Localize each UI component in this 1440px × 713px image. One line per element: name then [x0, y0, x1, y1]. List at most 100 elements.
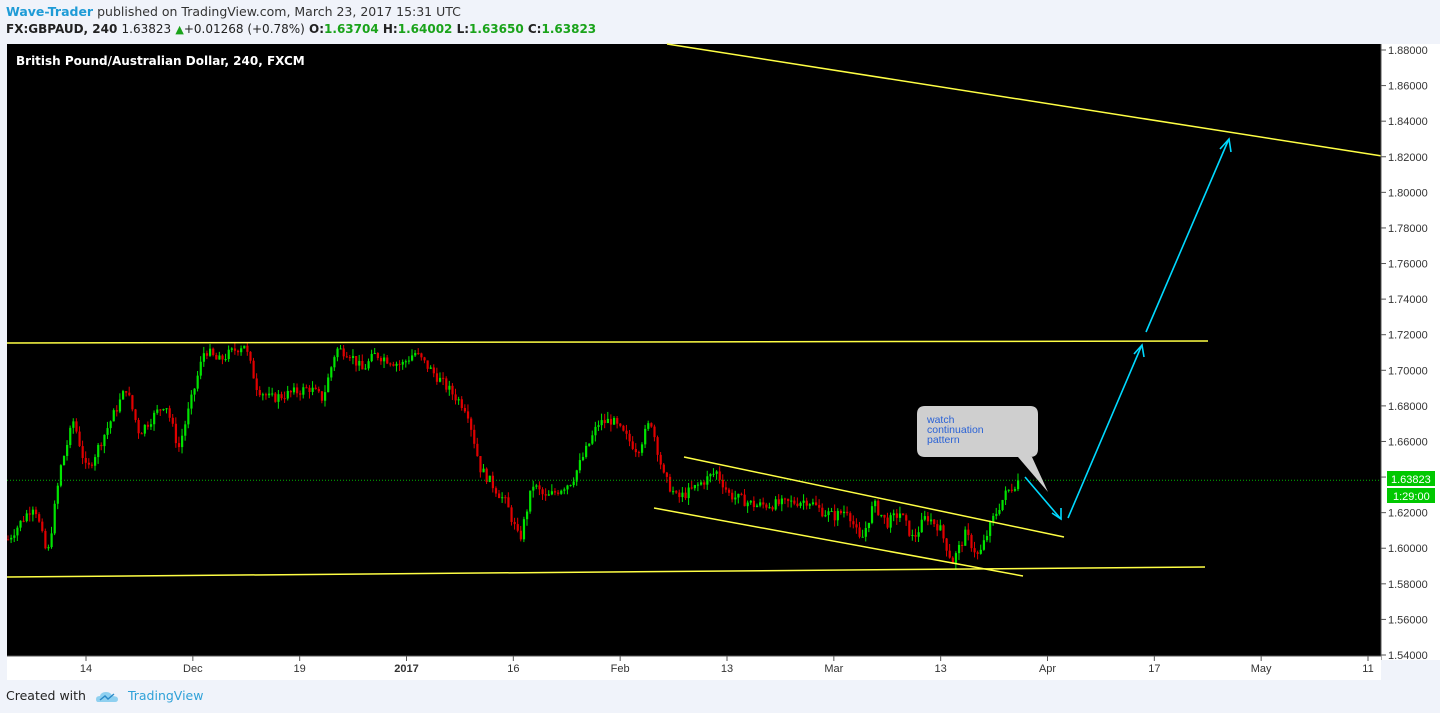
- candle-body: [759, 502, 762, 506]
- candle-body: [939, 525, 942, 531]
- candle-body: [842, 511, 846, 514]
- candle-body: [125, 391, 128, 393]
- candle-body: [609, 418, 613, 425]
- time-tick-label: 17: [1148, 663, 1160, 675]
- candle-body: [268, 393, 271, 396]
- candle-body: [41, 521, 44, 531]
- candle-body: [314, 387, 317, 390]
- candle-body: [668, 476, 672, 492]
- tradingview-link[interactable]: TradingView: [127, 688, 204, 703]
- candle-body: [190, 394, 193, 409]
- time-tick-label: 19: [294, 663, 306, 675]
- candle-body: [109, 421, 112, 429]
- wedge-top[interactable]: [683, 456, 1065, 538]
- price-tick-label: 1.68000: [1388, 401, 1428, 413]
- price-tick-label: 1.76000: [1388, 259, 1428, 271]
- price-tick-label: 1.58000: [1388, 579, 1428, 591]
- candle-body: [149, 424, 153, 427]
- candle-body: [327, 377, 330, 393]
- price-tick-label: 1.80000: [1388, 187, 1428, 199]
- candle-body: [507, 497, 510, 508]
- symbol-label[interactable]: FX:GBPAUD, 240: [6, 22, 118, 36]
- candle-body: [53, 503, 56, 534]
- candle-body: [846, 511, 849, 514]
- support-line[interactable]: [6, 566, 1206, 578]
- candle-body: [572, 481, 575, 486]
- candle-body: [628, 433, 631, 442]
- candle-body: [976, 552, 979, 554]
- candle-body: [240, 348, 243, 353]
- candle-body: [56, 485, 59, 504]
- candle-body: [342, 348, 345, 357]
- candle-body: [75, 421, 78, 432]
- candle-body: [34, 509, 38, 515]
- resistance-line[interactable]: [6, 340, 1209, 344]
- candle-body: [218, 355, 221, 360]
- candle-body: [597, 425, 600, 427]
- candle-body: [355, 355, 358, 366]
- candle-body: [852, 521, 855, 525]
- candle-body: [659, 454, 662, 465]
- candle-body: [454, 394, 457, 401]
- candle-body: [13, 535, 16, 538]
- candle-body: [187, 408, 190, 425]
- candle-body: [805, 500, 808, 506]
- candle-body: [224, 359, 227, 361]
- candle-body: [407, 360, 411, 362]
- candle-body: [995, 513, 998, 516]
- candle-body: [411, 355, 414, 361]
- price-axis[interactable]: [1381, 44, 1440, 660]
- candle-body: [261, 394, 265, 396]
- candles-layer: [7, 342, 1020, 570]
- candle-body: [103, 434, 106, 447]
- candle-body: [591, 435, 594, 444]
- candle-body: [50, 533, 53, 548]
- candle-body: [438, 377, 442, 382]
- arrow-head-up-icon: [1133, 343, 1145, 358]
- arrow-down-segment[interactable]: [1024, 476, 1061, 519]
- arrow-up-segment-1[interactable]: [1067, 346, 1142, 519]
- candle-body: [553, 491, 557, 493]
- candle-body: [470, 418, 473, 430]
- candle-body: [979, 549, 982, 554]
- candle-body: [563, 489, 566, 491]
- price-tick-label: 1.62000: [1388, 508, 1428, 520]
- candle-body: [917, 532, 920, 537]
- candle-body: [498, 493, 501, 499]
- candle-body: [25, 513, 28, 522]
- candle-body: [989, 521, 992, 536]
- candle-body: [606, 418, 609, 424]
- time-tick-label: 14: [80, 663, 92, 675]
- wedge-bottom[interactable]: [653, 507, 1024, 577]
- time-axis[interactable]: [7, 656, 1381, 680]
- candle-body: [47, 547, 50, 549]
- candle-body: [84, 457, 87, 463]
- candle-body: [97, 444, 100, 458]
- candle-body: [811, 502, 815, 505]
- candle-body: [662, 464, 665, 473]
- candle-body: [165, 408, 168, 410]
- time-tick-label: 13: [935, 663, 947, 675]
- last-price: 1.63823: [121, 22, 172, 36]
- candle-body: [771, 507, 774, 510]
- candle-body: [193, 388, 196, 395]
- last-price-tag-text: 1.63823: [1391, 474, 1431, 486]
- upper-channel-line[interactable]: [666, 43, 1383, 157]
- candle-body: [364, 368, 367, 370]
- annotation-callout[interactable]: watch continuation pattern: [917, 406, 1048, 492]
- candle-body: [137, 419, 140, 434]
- candle-body: [600, 420, 603, 426]
- candle-body: [389, 363, 392, 365]
- candle-body: [292, 387, 296, 393]
- price-change: +0.01268 (+0.78%): [183, 22, 305, 36]
- candle-body: [401, 362, 404, 365]
- candle-body: [361, 360, 364, 370]
- arrow-up-segment-2[interactable]: [1145, 140, 1229, 333]
- author-link[interactable]: Wave-Trader: [6, 4, 94, 19]
- price-axis-ticks: 1.88000 1.86000 1.84000 1.82000 1.80000 1.780…: [1381, 45, 1428, 662]
- candle-body: [684, 492, 687, 499]
- candle-body: [215, 354, 218, 360]
- candle-body: [333, 357, 336, 368]
- candle-body: [762, 502, 765, 505]
